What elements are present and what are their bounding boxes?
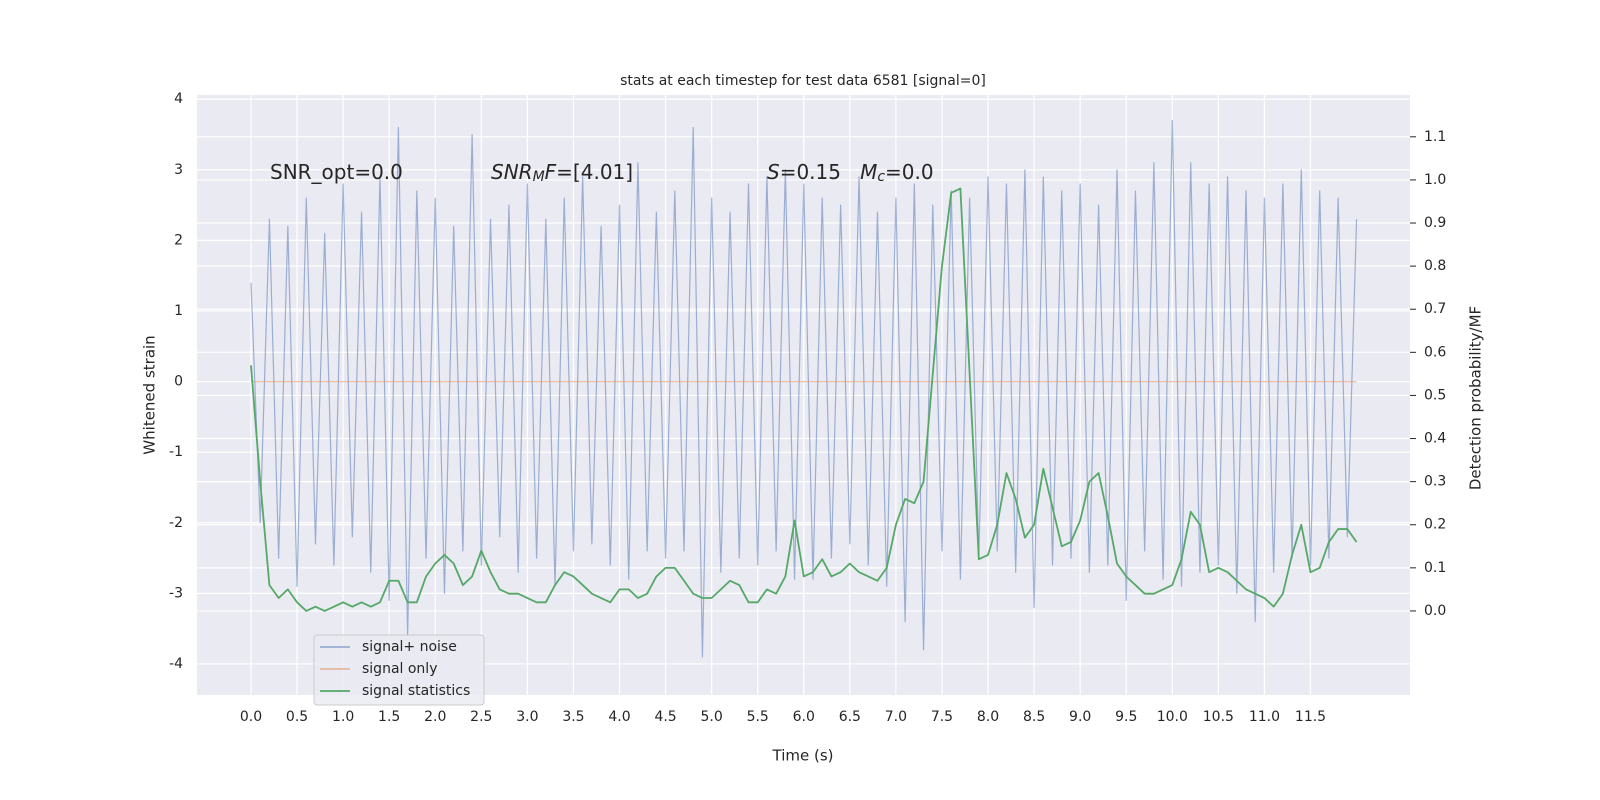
y-axis-label: Whitened strain (141, 335, 159, 454)
annotation-part: S (767, 160, 780, 184)
y2-tick-label: 0.6 (1424, 344, 1446, 360)
x-tick-label: 7.0 (885, 709, 907, 725)
x-tick-label: 5.0 (701, 709, 723, 725)
x-tick-label: 1.5 (378, 709, 400, 725)
y2-tick-label: 0.9 (1424, 215, 1446, 231)
series-line (250, 119, 1358, 658)
series-line (250, 187, 1358, 612)
x-tick-label: 7.5 (931, 709, 953, 725)
x-tick-label: 6.5 (839, 709, 861, 725)
x-tick-label: 8.0 (977, 709, 999, 725)
x-tick-label: 10.5 (1203, 709, 1234, 725)
x-tick-label: 11.5 (1295, 709, 1326, 725)
x-tick-label: 9.0 (1069, 709, 1091, 725)
annotation: S=0.15 Mc=0.0 (767, 160, 934, 185)
legend-label: signal statistics (362, 683, 470, 699)
x-tick-label: 11.0 (1249, 709, 1280, 725)
annotation-part: M (533, 169, 545, 185)
y-tick-label: -4 (169, 656, 183, 672)
x-tick-label: 2.0 (424, 709, 446, 725)
y-tick-label: 0 (174, 374, 183, 390)
x-tick-label: 0.5 (286, 709, 308, 725)
y2-tick-label: 0.7 (1424, 301, 1446, 317)
annotation: SNR_opt=0.0 (270, 160, 403, 184)
y-tick-label: -3 (169, 585, 183, 601)
x-tick-label: 10.0 (1157, 709, 1188, 725)
annotation-part: SNR (491, 160, 533, 184)
chart-title: stats at each timestep for test data 658… (620, 73, 986, 89)
legend-label: signal only (362, 661, 437, 677)
y2-tick-label: 1.0 (1424, 172, 1446, 188)
x-tick-label: 3.0 (516, 709, 538, 725)
y-tick-label: -2 (169, 515, 183, 531)
y-tick-label: -1 (169, 444, 183, 460)
x-tick-label: 3.5 (562, 709, 584, 725)
y2-tick-label: 0.0 (1424, 603, 1446, 619)
y-tick-label: 3 (174, 162, 183, 178)
annotation-part: F (545, 160, 557, 184)
legend-label: signal+ noise (362, 639, 457, 655)
y2-axis-label: Detection probability/MF (1467, 306, 1485, 490)
y2-tick-label: 0.8 (1424, 258, 1446, 274)
annotation-part: c (877, 169, 885, 185)
y2-tick-label: 0.3 (1424, 474, 1446, 490)
annotation-part: =0.0 (885, 160, 934, 184)
x-tick-label: 9.5 (1115, 709, 1137, 725)
annotation: SNRMF=[4.01] (491, 160, 633, 185)
legend-box (313, 634, 485, 706)
y-tick-label: 4 (174, 91, 183, 107)
y2-tick-label: 0.5 (1424, 387, 1446, 403)
annotation-part: SNR_opt=0.0 (270, 160, 403, 184)
annotation-part: =0.15 (780, 160, 860, 184)
y2-tick-label: 0.2 (1424, 517, 1446, 533)
x-tick-label: 1.0 (332, 709, 354, 725)
x-axis-label: Time (s) (772, 747, 834, 765)
x-tick-label: 6.0 (793, 709, 815, 725)
x-tick-label: 0.0 (240, 709, 262, 725)
annotation-part: M (860, 160, 877, 184)
annotation-part: =[4.01] (556, 160, 633, 184)
y-tick-label: 2 (174, 232, 183, 248)
y2-tick-label: 1.1 (1424, 129, 1446, 145)
x-tick-label: 5.5 (747, 709, 769, 725)
y2-tick-label: 0.1 (1424, 560, 1446, 576)
y-tick-label: 1 (174, 303, 183, 319)
x-tick-label: 2.5 (470, 709, 492, 725)
x-tick-label: 4.5 (654, 709, 676, 725)
x-tick-label: 4.0 (608, 709, 630, 725)
y2-tick-label: 0.4 (1424, 431, 1446, 447)
x-tick-label: 8.5 (1023, 709, 1045, 725)
